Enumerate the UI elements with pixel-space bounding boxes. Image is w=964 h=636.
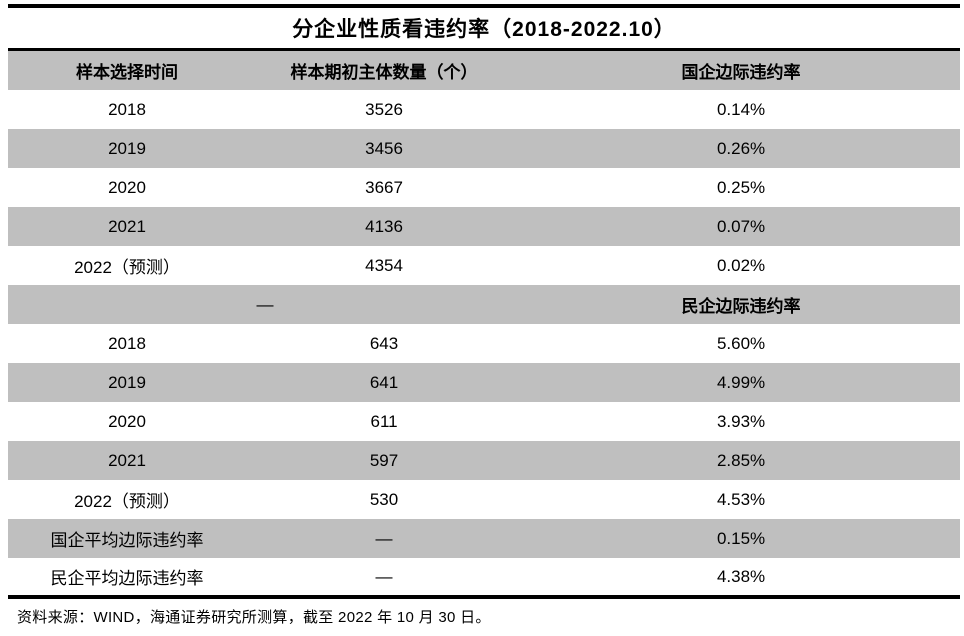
table-block: 分企业性质看违约率（2018-2022.10） 样本选择时间 样本期初主体数量（… — [8, 4, 960, 599]
year-cell: 2022（预测） — [74, 492, 180, 511]
table-row: 2020 3667 0.25% — [8, 168, 960, 207]
dash-cell: — — [375, 528, 393, 548]
count-cell: 4136 — [365, 216, 403, 236]
count-cell: 597 — [369, 450, 399, 470]
table-row: 2018 3526 0.14% — [8, 90, 960, 129]
table-title: 分企业性质看违约率（2018-2022.10） — [8, 4, 960, 51]
rate-cell: 0.26% — [716, 138, 766, 158]
rate-cell: 4.38% — [716, 566, 766, 586]
year-cell: 2021 — [108, 216, 146, 236]
table-row: 2022（预测） 530 4.53% — [8, 480, 960, 519]
count-cell: 3456 — [365, 138, 403, 158]
table-row: 2020 611 3.93% — [8, 402, 960, 441]
count-cell: 643 — [369, 333, 399, 353]
year-cell: 2019 — [108, 372, 146, 392]
count-cell: 641 — [369, 372, 399, 392]
col-header-poe-rate: 民企边际违约率 — [681, 297, 801, 316]
section-divider-row: — 民企边际违约率 — [8, 285, 960, 324]
count-cell: 3526 — [365, 99, 403, 119]
rate-cell: 3.93% — [716, 411, 766, 431]
year-cell: 2018 — [108, 99, 146, 119]
year-cell: 2019 — [108, 138, 146, 158]
rate-cell: 5.60% — [716, 333, 766, 353]
table-row: 2021 597 2.85% — [8, 441, 960, 480]
rate-cell: 0.14% — [716, 99, 766, 119]
summary-label-cell: 民企平均边际违约率 — [50, 569, 204, 588]
rate-cell: 4.53% — [716, 489, 766, 509]
year-cell: 2020 — [108, 177, 146, 197]
rate-cell: 2.85% — [716, 450, 766, 470]
col-header-sample-time: 样本选择时间 — [76, 63, 178, 82]
dash-cell: — — [256, 294, 274, 314]
table-row: 2018 643 5.60% — [8, 324, 960, 363]
table-row: 2022（预测） 4354 0.02% — [8, 246, 960, 285]
year-cell: 2022（预测） — [74, 258, 180, 277]
year-cell: 2020 — [108, 411, 146, 431]
header-row: 样本选择时间 样本期初主体数量（个） 国企边际违约率 — [8, 51, 960, 90]
col-header-soe-rate: 国企边际违约率 — [681, 63, 801, 82]
year-cell: 2021 — [108, 450, 146, 470]
table-row: 2019 641 4.99% — [8, 363, 960, 402]
table-row: 2019 3456 0.26% — [8, 129, 960, 168]
rate-cell: 0.25% — [716, 177, 766, 197]
count-cell: 4354 — [365, 255, 403, 275]
summary-row-poe-average: 民企平均边际违约率 — 4.38% — [8, 558, 960, 597]
count-cell: 530 — [369, 489, 399, 509]
rate-cell: 0.07% — [716, 216, 766, 236]
default-rate-table: 样本选择时间 样本期初主体数量（个） 国企边际违约率 2018 3526 0.1… — [8, 51, 960, 599]
rate-cell: 0.02% — [716, 255, 766, 275]
count-cell: 611 — [370, 411, 398, 431]
year-cell: 2018 — [108, 333, 146, 353]
count-cell: 3667 — [365, 177, 403, 197]
table-row: 2021 4136 0.07% — [8, 207, 960, 246]
dash-cell: — — [375, 566, 393, 586]
summary-label-cell: 国企平均边际违约率 — [50, 531, 204, 550]
summary-row-soe-average: 国企平均边际违约率 — 0.15% — [8, 519, 960, 558]
source-note: 资料来源：WIND，海通证券研究所测算，截至 2022 年 10 月 30 日。 — [17, 609, 491, 626]
rate-cell: 0.15% — [716, 528, 766, 548]
rate-cell: 4.99% — [716, 372, 766, 392]
col-header-entity-count: 样本期初主体数量（个） — [290, 63, 478, 82]
